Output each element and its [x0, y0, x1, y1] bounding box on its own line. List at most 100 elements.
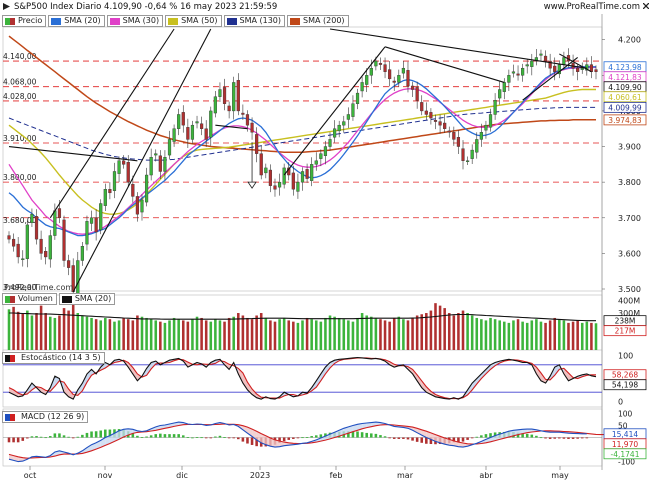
- macd-histogram-bar: [232, 437, 235, 439]
- price-level-label: 3.492,00: [3, 283, 37, 292]
- volume-bar: [108, 319, 112, 350]
- value-badge: [603, 101, 647, 113]
- macd-histogram-bar: [287, 437, 291, 440]
- candle-body: [433, 119, 438, 122]
- trendline-channel-lower: [72, 28, 212, 293]
- candle-body: [291, 172, 295, 190]
- volume-bar: [530, 320, 534, 350]
- volume-bar: [539, 321, 543, 350]
- candle-body: [484, 124, 488, 131]
- stochastic-legend[interactable]: Estocástico (14 3 5): [2, 352, 105, 364]
- macd-histogram-bar: [104, 429, 107, 438]
- legend-volume-sma[interactable]: SMA (20): [58, 293, 116, 305]
- site-name[interactable]: www.ProRealTime.com: [543, 2, 640, 12]
- volume-bar: [85, 316, 89, 350]
- macd-fill: [508, 430, 514, 437]
- candle-body: [177, 114, 181, 129]
- volume-bar: [438, 305, 442, 350]
- candle-body: [167, 139, 172, 156]
- volume-bar: [76, 313, 80, 350]
- value-badge-label: 11,970: [612, 440, 638, 449]
- stochastic-fill: [325, 362, 330, 374]
- volume-bar: [324, 317, 327, 350]
- candle-body: [360, 82, 364, 92]
- macd-fill: [513, 429, 518, 436]
- candle-body: [365, 75, 369, 85]
- candle-body: [516, 73, 520, 76]
- macd-histogram-bar: [379, 435, 382, 438]
- macd-histogram-bar: [457, 437, 460, 443]
- macd-histogram-bar: [282, 437, 286, 442]
- price-level-label: 3.800,00: [3, 173, 37, 182]
- macd-y-tick: 100: [618, 409, 633, 418]
- macd-histogram-bar: [246, 437, 249, 444]
- candle-body: [429, 112, 433, 119]
- macd-histogram-bar: [218, 435, 222, 438]
- x-axis-label: nov: [98, 471, 113, 480]
- macd-histogram-bar: [475, 436, 479, 438]
- volume-bar: [576, 320, 579, 350]
- macd-histogram-bar: [310, 436, 313, 438]
- macd-fill: [435, 434, 441, 443]
- value-badge: [603, 91, 647, 103]
- volume-bar: [232, 316, 235, 350]
- macd-histogram-bar: [16, 437, 20, 443]
- legend-precio[interactable]: Precio: [2, 15, 47, 27]
- close-icon[interactable]: [643, 3, 649, 9]
- stochastic-fill: [128, 362, 133, 374]
- volume-bar: [246, 317, 249, 350]
- volume-bar: [39, 305, 43, 350]
- legend-sma130[interactable]: SMA (130): [223, 15, 286, 27]
- volume-bar: [204, 320, 208, 350]
- x-axis-label: abr: [479, 471, 493, 480]
- macd-histogram-bar: [227, 437, 231, 439]
- macd-histogram-bar: [200, 437, 203, 439]
- macd-histogram-bar: [548, 437, 552, 439]
- volume-bar: [461, 310, 465, 350]
- collapse-arrow-icon[interactable]: [3, 3, 10, 10]
- volume-bar: [392, 317, 396, 350]
- chart-title: S&P500 Index Diario 4.109,90 -0,64 % 16 …: [14, 2, 278, 12]
- macd-legend[interactable]: MACD (12 26 9): [2, 411, 89, 423]
- value-badge-label: 58,268: [612, 371, 638, 380]
- line-swatch-icon: [61, 295, 72, 303]
- candle-body: [250, 122, 254, 133]
- candle-body: [333, 128, 337, 138]
- volume-bar: [117, 320, 121, 350]
- macd-histogram-bar: [296, 437, 300, 439]
- candle-body: [71, 265, 75, 293]
- candle-body: [103, 189, 107, 206]
- candle-body: [25, 224, 29, 259]
- macd-histogram-bar: [429, 437, 433, 445]
- candle-body: [314, 160, 318, 165]
- volume-bar: [122, 317, 125, 350]
- legend-volumen[interactable]: Volumen: [2, 293, 57, 305]
- volume-bar: [214, 319, 217, 350]
- macd-histogram-bar: [493, 432, 497, 438]
- candle-body: [264, 167, 268, 174]
- macd-fill: [458, 442, 463, 448]
- value-badge-label: 3.974,83: [608, 116, 642, 125]
- volume-bar: [420, 314, 424, 350]
- candle-body: [525, 64, 529, 67]
- line-swatch-icon: [109, 17, 120, 25]
- legend-sma50[interactable]: SMA (50): [165, 15, 222, 27]
- legend-sma20[interactable]: SMA (20): [48, 15, 105, 27]
- volume-bar: [360, 313, 364, 350]
- volume-bar: [53, 317, 57, 350]
- macd-histogram-bar: [255, 437, 258, 447]
- candle-body: [30, 214, 34, 223]
- legend-sma30[interactable]: SMA (30): [106, 15, 164, 27]
- candle-body: [273, 185, 277, 190]
- stochastic-fill: [146, 362, 152, 376]
- y-tick-label: 4.200: [618, 36, 641, 45]
- volume-y-tick: 300M: [618, 309, 640, 318]
- volume-bar: [310, 319, 313, 350]
- legend-sma200[interactable]: SMA (200): [287, 15, 349, 27]
- volume-bar: [177, 319, 180, 350]
- candle-body: [85, 221, 89, 245]
- volume-bar: [521, 321, 524, 350]
- macd-fill: [499, 432, 505, 440]
- price-level-label: 4.028,00: [3, 92, 37, 101]
- candle-body: [305, 169, 309, 179]
